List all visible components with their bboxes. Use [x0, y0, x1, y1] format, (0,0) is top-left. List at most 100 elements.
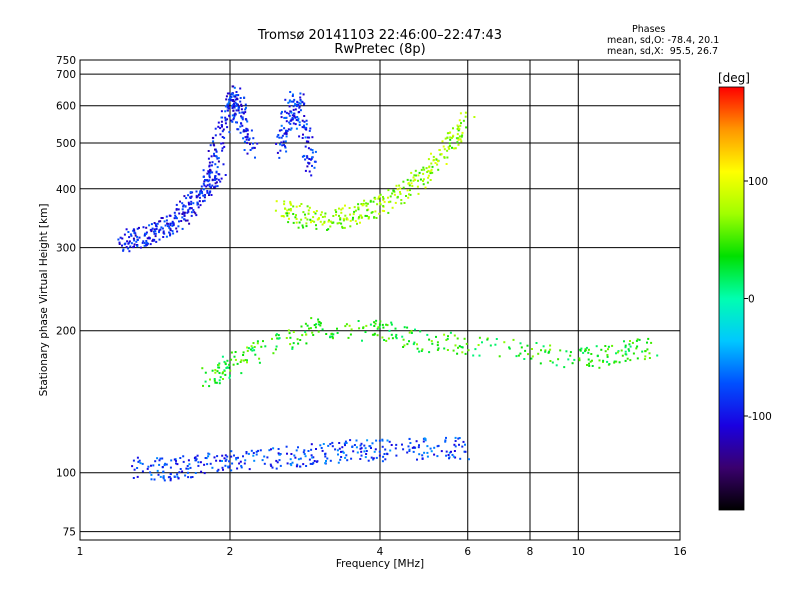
data-point: [494, 343, 497, 346]
data-point: [460, 122, 462, 125]
data-point: [365, 202, 368, 205]
data-point: [208, 183, 211, 186]
data-point: [344, 440, 347, 443]
data-point: [394, 447, 397, 450]
data-point: [141, 470, 144, 473]
data-point: [289, 110, 292, 113]
data-point: [292, 331, 295, 333]
data-point: [258, 361, 261, 364]
data-point: [118, 243, 121, 245]
data-point: [409, 193, 412, 196]
data-point: [408, 448, 411, 451]
data-point: [236, 128, 239, 131]
data-point: [290, 203, 293, 206]
data-point: [281, 110, 283, 113]
data-point: [209, 190, 212, 193]
data-point: [314, 326, 317, 329]
data-point: [396, 188, 399, 191]
data-point: [182, 205, 185, 208]
data-point: [213, 379, 216, 382]
data-point: [181, 213, 184, 215]
data-point: [343, 442, 346, 445]
data-point: [385, 323, 388, 326]
data-point: [375, 217, 378, 219]
data-point: [285, 135, 288, 138]
data-point: [214, 371, 217, 374]
data-point: [288, 332, 291, 335]
data-point: [363, 450, 366, 453]
data-point: [355, 446, 358, 449]
data-point: [409, 179, 412, 182]
data-point: [302, 93, 305, 96]
data-point: [407, 196, 410, 199]
data-point: [245, 452, 248, 455]
data-point: [449, 138, 452, 141]
data-point: [126, 240, 129, 243]
data-point: [295, 105, 298, 108]
data-point: [159, 457, 162, 460]
data-point: [360, 216, 363, 219]
data-point: [210, 186, 212, 189]
data-point: [381, 445, 384, 448]
data-point: [301, 224, 304, 227]
data-point: [624, 344, 627, 347]
data-point: [364, 447, 367, 450]
data-point: [149, 243, 152, 246]
data-point: [395, 333, 398, 336]
data-point: [153, 228, 156, 231]
data-point: [219, 180, 222, 183]
data-point: [588, 364, 591, 367]
data-point: [155, 228, 158, 230]
data-point: [477, 344, 480, 346]
data-point: [351, 218, 354, 221]
data-point: [218, 382, 221, 385]
data-point: [448, 147, 451, 150]
data-point: [220, 124, 223, 127]
data-point: [481, 341, 483, 344]
x-tick-label: 16: [673, 546, 687, 558]
data-point: [210, 155, 213, 158]
data-point: [453, 147, 456, 150]
data-point: [233, 86, 236, 89]
data-point: [222, 142, 225, 145]
data-point: [161, 217, 164, 219]
data-point: [322, 443, 325, 445]
data-point: [364, 214, 367, 217]
data-point: [197, 193, 200, 196]
data-point: [190, 214, 193, 217]
data-point: [234, 113, 237, 116]
data-point: [280, 215, 283, 218]
data-point: [398, 184, 401, 187]
data-point: [370, 211, 373, 214]
data-point: [198, 200, 201, 203]
data-point: [305, 140, 308, 143]
data-point: [418, 350, 421, 353]
data-point: [124, 242, 127, 245]
data-point: [255, 453, 258, 456]
data-point: [240, 115, 243, 118]
data-point: [307, 140, 310, 143]
data-point: [233, 355, 236, 358]
data-point: [415, 174, 417, 177]
data-point: [283, 116, 286, 119]
data-point: [367, 216, 370, 219]
data-point: [454, 440, 457, 442]
data-point: [244, 459, 247, 462]
data-point: [239, 460, 242, 463]
data-point: [457, 346, 459, 349]
data-point: [340, 222, 343, 225]
data-point: [165, 219, 168, 222]
data-point: [315, 227, 318, 230]
data-point: [393, 193, 396, 196]
data-point: [340, 450, 342, 453]
data-point: [627, 348, 630, 351]
data-point: [458, 135, 461, 138]
data-point: [366, 215, 368, 217]
data-point: [359, 458, 362, 460]
data-point: [458, 345, 461, 348]
data-point: [647, 337, 650, 340]
data-point: [598, 359, 601, 362]
data-point: [196, 201, 199, 204]
data-point: [370, 447, 372, 449]
